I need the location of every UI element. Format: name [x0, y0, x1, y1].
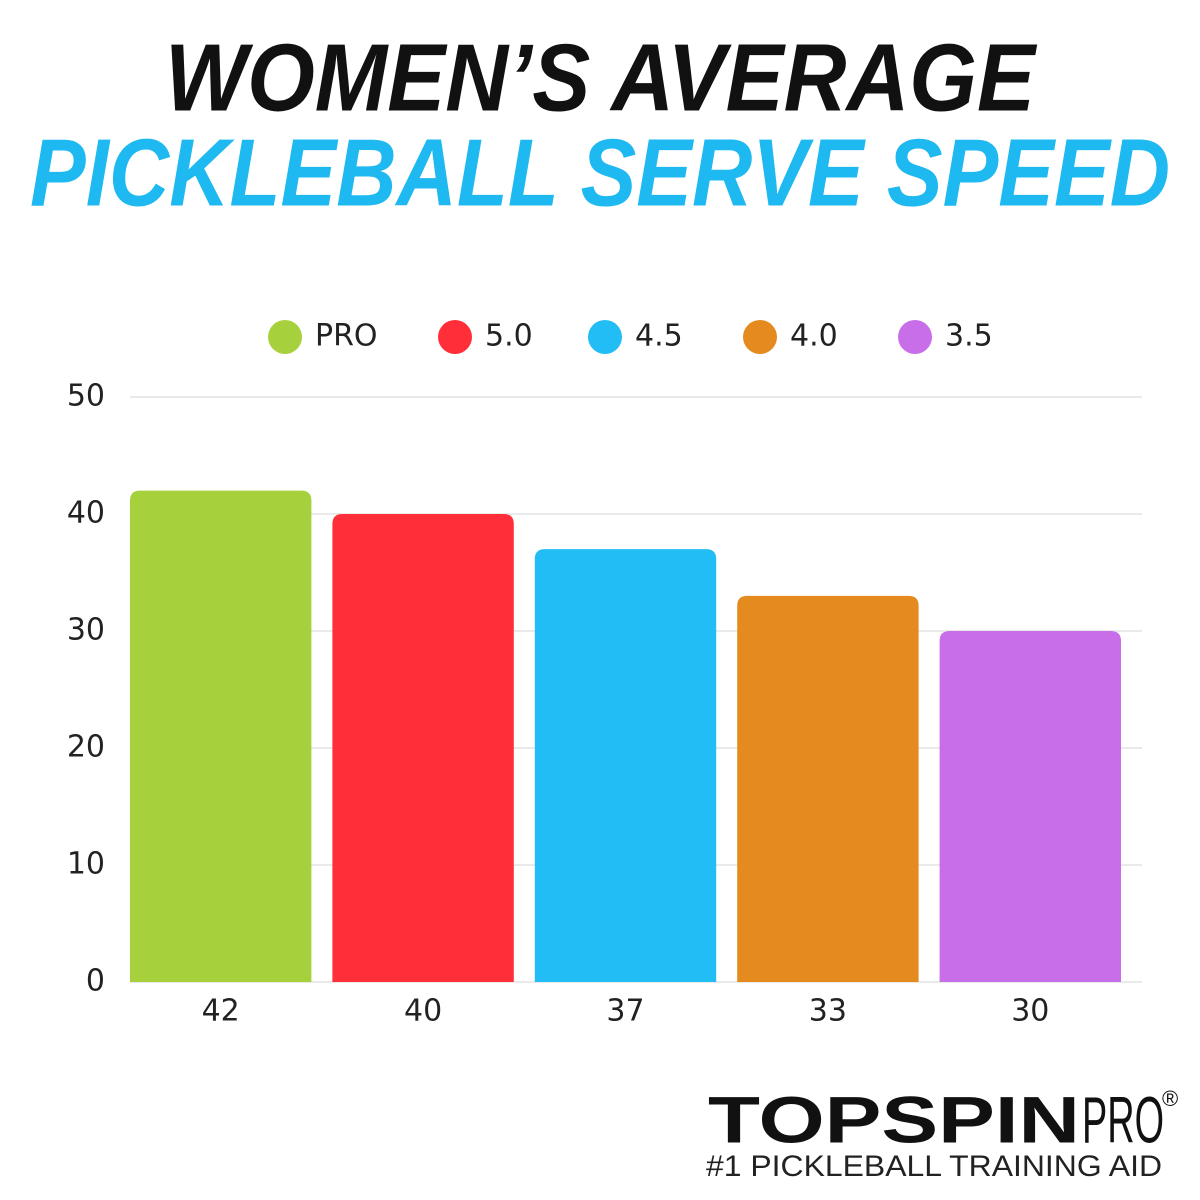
y-tick-label: 20: [67, 730, 105, 765]
bar: [332, 514, 514, 982]
y-tick-label: 30: [67, 613, 105, 648]
logo-registered: ®: [1162, 1086, 1178, 1111]
logo-suffix: PRO: [1082, 1082, 1164, 1156]
value-label: 42: [202, 994, 240, 1029]
y-tick-label: 40: [67, 496, 105, 531]
value-label: 40: [404, 994, 442, 1029]
legend-label: 4.0: [790, 319, 838, 354]
legend-label: 3.5: [945, 319, 993, 354]
chart-subtitle: PICKLEBALL SERVE SPEED: [30, 119, 1170, 226]
bar: [130, 490, 312, 982]
legend-swatch: [588, 320, 622, 354]
legend-swatch: [898, 320, 932, 354]
legend-swatch: [268, 320, 302, 354]
bar: [939, 631, 1121, 982]
value-label: 30: [1011, 994, 1049, 1029]
y-tick-label: 10: [67, 847, 105, 882]
value-label: 33: [809, 994, 847, 1029]
y-tick-label: 50: [67, 379, 105, 414]
legend-label: 5.0: [485, 319, 533, 354]
bar: [737, 595, 919, 982]
y-tick-label: 0: [86, 964, 105, 999]
logo-brand: TOPSPIN: [708, 1082, 1080, 1156]
logo-tagline: #1 PICKLEBALL TRAINING AID: [706, 1150, 1162, 1183]
legend-label: PRO: [315, 319, 378, 354]
chart-title: WOMEN’S AVERAGE: [165, 24, 1038, 131]
bar: [534, 549, 717, 982]
legend-label: 4.5: [635, 319, 683, 354]
legend-swatch: [438, 320, 472, 354]
legend-swatch: [743, 320, 777, 354]
value-label: 37: [606, 994, 644, 1029]
